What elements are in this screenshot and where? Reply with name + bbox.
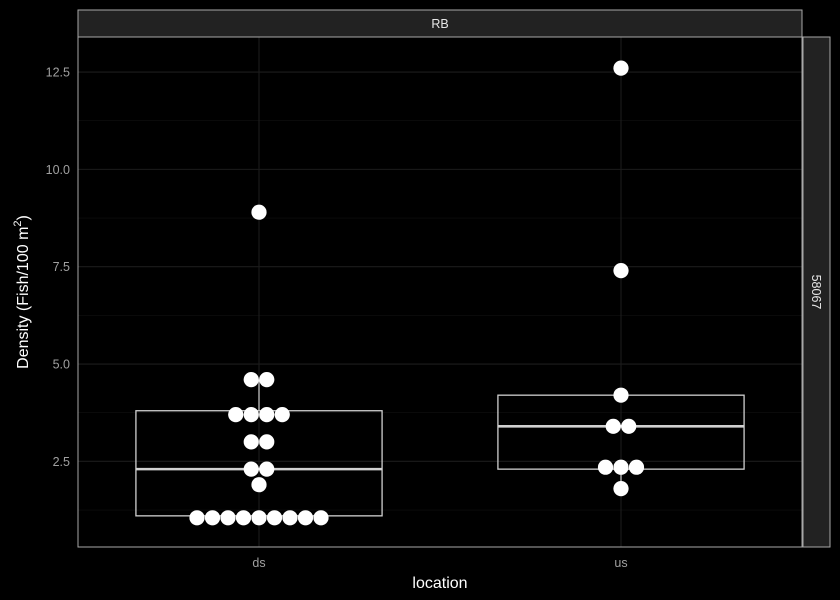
data-point <box>605 418 621 434</box>
data-point <box>613 459 629 475</box>
data-point <box>259 371 275 388</box>
data-point <box>628 459 645 475</box>
data-point <box>243 407 259 423</box>
facet-label-top: RB <box>431 17 448 31</box>
data-point <box>266 510 283 526</box>
data-point <box>274 407 290 423</box>
data-point <box>613 60 629 76</box>
data-point <box>621 418 637 434</box>
data-point <box>204 510 221 526</box>
x-axis-ticks: ds us <box>252 556 627 570</box>
data-point <box>597 459 614 475</box>
y-axis-ticks: 2.5 5.0 7.5 10.0 12.5 <box>46 66 70 469</box>
data-point <box>251 510 267 526</box>
data-point <box>613 262 629 279</box>
x-tick-label: us <box>614 556 627 570</box>
data-point <box>282 510 298 526</box>
y-tick-label: 7.5 <box>53 260 70 274</box>
data-point <box>235 510 252 526</box>
data-point <box>613 387 629 403</box>
data-point <box>243 461 259 477</box>
data-point <box>220 510 236 526</box>
data-point <box>251 204 267 220</box>
y-axis-title: Density (Fish/100 m2) <box>12 215 32 369</box>
y-tick-label: 5.0 <box>53 358 70 372</box>
panel-border <box>77 36 803 548</box>
data-point <box>243 371 259 388</box>
facet-label-right: 58067 <box>809 275 823 310</box>
data-point <box>259 434 275 450</box>
facet-strip-top <box>77 9 803 38</box>
data-point <box>228 407 244 423</box>
data-point <box>297 510 314 526</box>
data-point <box>259 461 275 477</box>
x-tick-label: ds <box>252 556 265 570</box>
y-axis-title-superscript: 2 <box>12 220 24 226</box>
y-axis-title-close: ) <box>15 215 32 220</box>
x-axis-title: location <box>412 575 467 592</box>
grid-lines <box>78 37 802 547</box>
data-point <box>189 510 205 526</box>
data-point <box>259 407 275 423</box>
y-tick-label: 12.5 <box>46 66 70 80</box>
data-point <box>251 477 267 493</box>
data-points <box>189 60 645 526</box>
facet-strip-right <box>802 36 831 548</box>
data-point <box>313 510 329 526</box>
data-point <box>243 434 259 450</box>
y-tick-label: 10.0 <box>46 163 70 177</box>
data-point <box>613 481 629 497</box>
y-tick-label: 2.5 <box>53 455 70 469</box>
y-axis-title-main: Density (Fish/100 m <box>15 227 32 369</box>
